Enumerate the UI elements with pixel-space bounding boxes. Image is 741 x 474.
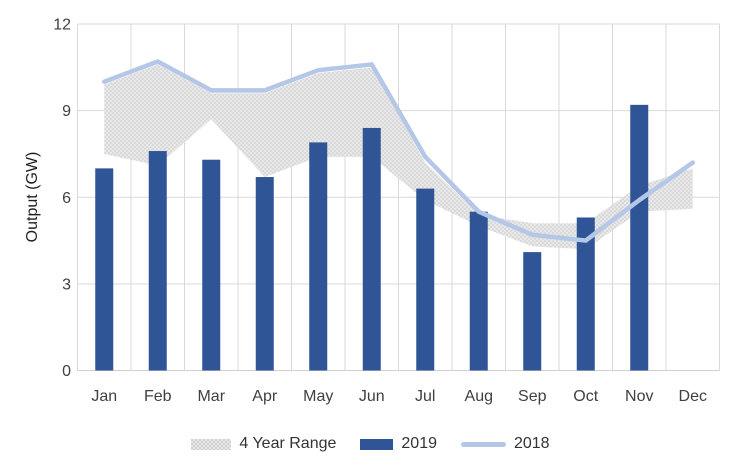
bar-2019-feb <box>148 151 167 371</box>
y-tick-label: 0 <box>62 363 71 380</box>
bar-2019-oct <box>576 217 595 371</box>
bar-2019-apr <box>255 177 274 371</box>
bar-2019-jan <box>95 168 114 371</box>
legend-swatch-bar-icon <box>360 438 394 450</box>
bar-2019-nov <box>630 104 649 371</box>
bar-2019-may <box>309 142 328 371</box>
bar-2019-aug <box>469 211 488 371</box>
x-category-label: Jun <box>359 388 385 405</box>
y-tick-label: 9 <box>62 103 71 120</box>
legend-item-2018: 2018 <box>460 435 550 453</box>
bar-2019-jul <box>416 188 435 371</box>
x-category-label: May <box>303 388 333 405</box>
y-tick-label: 3 <box>62 276 71 293</box>
y-tick-label: 6 <box>62 190 71 207</box>
y-tick-label: 12 <box>53 17 71 34</box>
legend-swatch-range-icon <box>191 438 232 450</box>
x-category-label: Dec <box>679 388 707 405</box>
bar-2019-mar <box>202 159 221 371</box>
legend-item-4-year-range: 4 Year Range <box>191 435 336 453</box>
line-2018 <box>102 59 695 243</box>
legend-label: 2018 <box>513 435 550 452</box>
x-category-label: Oct <box>573 388 598 405</box>
bar-2019-jun <box>362 127 381 371</box>
x-category-label: Jan <box>91 388 117 405</box>
legend-label: 2019 <box>401 435 437 452</box>
y-axis-title: Output (GW) <box>24 151 41 243</box>
x-category-label: Mar <box>197 388 225 405</box>
legend-swatch-line-icon <box>460 441 506 447</box>
x-category-label: Nov <box>625 388 653 405</box>
bar-2019-sep <box>523 252 542 371</box>
x-category-label: Apr <box>252 388 278 405</box>
x-category-label: Jul <box>415 388 435 405</box>
range-band-4yr <box>104 64 693 250</box>
x-category-label: Aug <box>465 388 493 405</box>
x-category-label: Sep <box>518 388 547 405</box>
legend: 4 Year Range 2019 2018 <box>0 431 741 457</box>
legend-label: 4 Year Range <box>239 435 337 452</box>
legend-item-2019: 2019 <box>360 435 437 453</box>
x-category-label: Feb <box>144 388 172 405</box>
